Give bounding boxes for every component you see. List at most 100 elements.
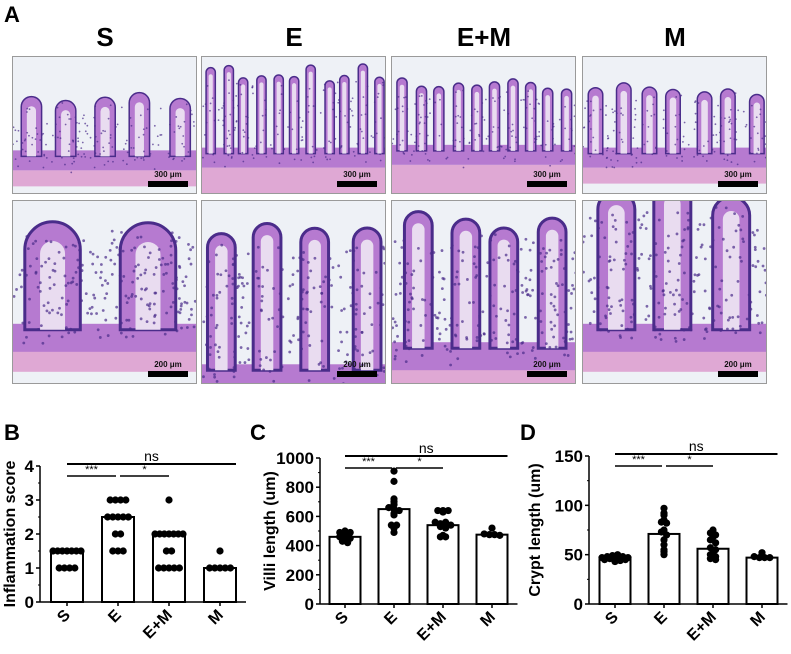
scale-bar-line <box>148 371 188 377</box>
histology-image-m-high: 200 μm <box>582 200 767 384</box>
data-point <box>660 505 667 512</box>
y-tick-label: 400 <box>286 537 314 556</box>
y-tick-label: 4 <box>25 457 35 476</box>
data-point <box>712 546 719 553</box>
y-tick-label: 1 <box>25 559 34 578</box>
group-title-s: S <box>12 22 198 53</box>
data-point <box>347 529 354 536</box>
data-point <box>488 524 495 531</box>
data-point <box>176 564 183 571</box>
y-axis-label: Inflammation score <box>2 461 19 608</box>
scale-bar-line <box>337 371 377 377</box>
data-point <box>122 496 129 503</box>
y-tick-label: 0 <box>574 595 583 614</box>
scale-bar: 300 μm <box>718 170 758 187</box>
x-tick-label: S <box>602 609 622 629</box>
y-tick-label: 3 <box>25 491 34 510</box>
significance-label: ns <box>689 440 704 454</box>
data-point <box>439 532 446 539</box>
data-point <box>227 564 234 571</box>
scale-bar: 300 μm <box>337 170 377 187</box>
x-tick-label: E <box>651 609 671 629</box>
y-tick-label: 0 <box>25 593 34 612</box>
histology-image-em-low: 300 μm <box>391 56 576 194</box>
scale-bar: 300 μm <box>148 170 188 187</box>
scale-bar-label: 300 μm <box>337 170 377 179</box>
scale-bar: 200 μm <box>527 360 567 377</box>
data-point <box>179 530 186 537</box>
x-tick-label: M <box>477 609 498 630</box>
data-point <box>758 549 765 556</box>
data-point <box>447 522 454 529</box>
y-tick-label: 150 <box>555 447 583 466</box>
significance-label: ns <box>419 440 434 456</box>
data-point <box>71 564 78 571</box>
data-point <box>390 478 397 485</box>
bar-s <box>600 559 631 604</box>
data-point <box>117 530 124 537</box>
scale-bar-line <box>718 181 758 187</box>
data-point <box>165 496 172 503</box>
data-point <box>396 507 403 514</box>
scale-bar: 200 μm <box>148 360 188 377</box>
y-tick-label: 100 <box>555 496 583 515</box>
scale-bar-label: 300 μm <box>718 170 758 179</box>
data-point <box>624 554 631 561</box>
data-point <box>120 547 127 554</box>
data-point <box>445 507 452 514</box>
data-point <box>390 495 397 502</box>
significance-label: * <box>417 456 422 468</box>
data-point <box>660 526 667 533</box>
x-tick-label: M <box>205 607 226 628</box>
histology-image-e-low: 300 μm <box>201 56 386 194</box>
scale-bar: 300 μm <box>527 170 567 187</box>
y-tick-label: 1000 <box>276 449 314 468</box>
group-title-m: M <box>582 22 768 53</box>
significance-label: * <box>687 454 692 466</box>
bar-m <box>204 568 236 602</box>
scale-bar-line <box>148 181 188 187</box>
group-title-e: E <box>201 22 387 53</box>
scale-bar-label: 200 μm <box>148 360 188 369</box>
data-point <box>709 526 716 533</box>
bar-e <box>102 517 134 602</box>
y-tick-label: 600 <box>286 507 314 526</box>
x-tick-label: E+M <box>140 607 176 643</box>
bar-m <box>747 558 778 604</box>
data-point <box>766 554 773 561</box>
y-tick-label: 200 <box>286 566 314 585</box>
x-tick-label: S <box>332 609 352 629</box>
histology-image-s-low: 300 μm <box>12 56 197 194</box>
histology-image-s-high: 200 μm <box>12 200 197 384</box>
data-point <box>125 513 132 520</box>
data-point <box>168 547 175 554</box>
histology-image-m-low: 300 μm <box>582 56 767 194</box>
scale-bar-label: 200 μm <box>337 360 377 369</box>
y-axis-label: Crypt length (um) <box>527 463 544 596</box>
scale-bar-label: 200 μm <box>718 360 758 369</box>
data-point <box>77 547 84 554</box>
bar-s <box>330 537 361 604</box>
group-title-em: E+M <box>391 22 577 53</box>
scale-bar: 200 μm <box>337 360 377 377</box>
scale-bar: 200 μm <box>718 360 758 377</box>
y-axis-label: Villi length (um) <box>262 471 279 591</box>
x-tick-label: E <box>105 607 125 627</box>
data-point <box>216 547 223 554</box>
histology-image-em-high: 200 μm <box>391 200 576 384</box>
scale-bar-line <box>337 181 377 187</box>
scale-bar-label: 300 μm <box>527 170 567 179</box>
x-tick-label: M <box>747 609 768 630</box>
y-tick-label: 0 <box>305 595 314 614</box>
scale-bar-label: 300 μm <box>148 170 188 179</box>
bar-m <box>477 535 508 604</box>
bar-s <box>51 551 83 602</box>
significance-label: *** <box>632 454 646 466</box>
y-tick-label: 50 <box>564 546 583 565</box>
x-tick-label: E+M <box>414 609 450 645</box>
significance-label: *** <box>85 464 99 476</box>
x-tick-label: E <box>381 609 401 629</box>
